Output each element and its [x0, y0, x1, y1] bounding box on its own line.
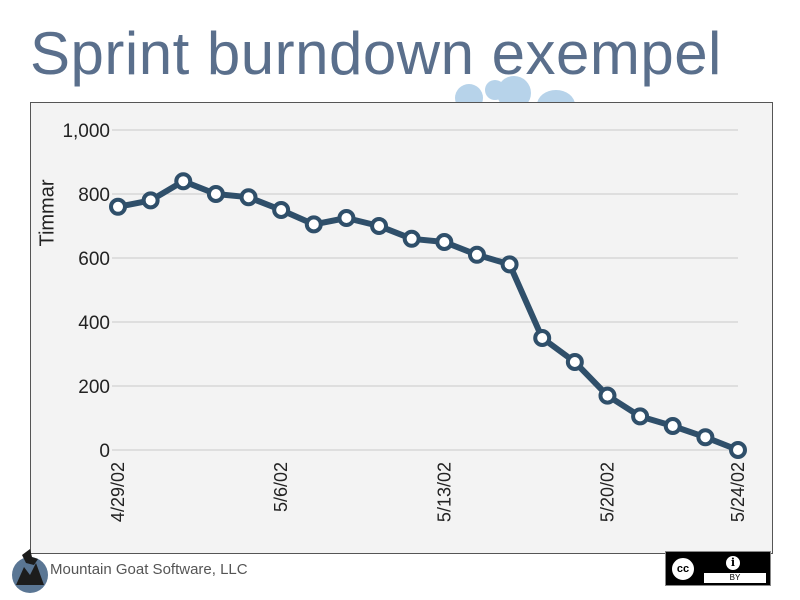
y-axis-title: Timmar [36, 179, 59, 247]
data-point [337, 209, 356, 227]
cc-icon: cc [670, 556, 696, 582]
y-tick-label: 200 [78, 377, 110, 398]
data-point [239, 188, 258, 207]
data-point [500, 255, 519, 274]
data-point [663, 417, 682, 435]
data-point [598, 386, 617, 405]
y-tick-label: 800 [78, 185, 110, 206]
x-tick-label: 5/20/02 [597, 462, 617, 522]
data-point [533, 329, 552, 347]
data-point [631, 407, 650, 426]
y-tick-label: 400 [78, 313, 110, 334]
data-point [141, 191, 160, 210]
chart-frame [30, 102, 773, 554]
y-tick-label: 600 [78, 249, 110, 270]
data-point [174, 172, 193, 191]
data-point [729, 441, 747, 459]
data-point [696, 428, 715, 447]
x-tick-label: 5/13/02 [434, 462, 454, 522]
burndown-chart: 0 200 400 600 800 1,000 4/29/02 5/6/02 5/13/02 5/… [62, 121, 748, 522]
x-tick-label: 4/29/02 [108, 462, 128, 522]
info-icon: i [724, 554, 742, 572]
x-tick-label: 5/24/02 [728, 462, 748, 522]
cc-by-license-badge: cc i BY [665, 551, 771, 586]
data-point [565, 353, 584, 371]
by-label: BY [704, 573, 766, 583]
y-tick-label: 0 [99, 441, 110, 462]
data-point [206, 185, 225, 203]
y-tick-label: 1,000 [62, 121, 110, 142]
footer-text: Mountain Goat Software, LLC [50, 561, 248, 578]
slide-title: Sprint burndown exempel [30, 20, 722, 87]
data-point [109, 197, 127, 216]
x-tick-label: 5/6/02 [271, 462, 291, 512]
data-point [370, 217, 389, 235]
mountain-goat-logo-icon [12, 549, 48, 593]
data-point [402, 229, 421, 248]
data-point [467, 245, 486, 264]
data-point [435, 233, 454, 251]
data-point [272, 201, 291, 219]
data-point [304, 215, 323, 234]
